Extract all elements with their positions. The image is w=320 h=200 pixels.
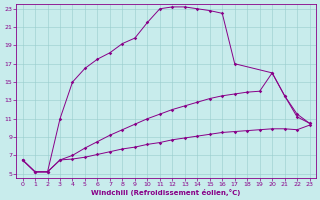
- X-axis label: Windchill (Refroidissement éolien,°C): Windchill (Refroidissement éolien,°C): [92, 189, 241, 196]
